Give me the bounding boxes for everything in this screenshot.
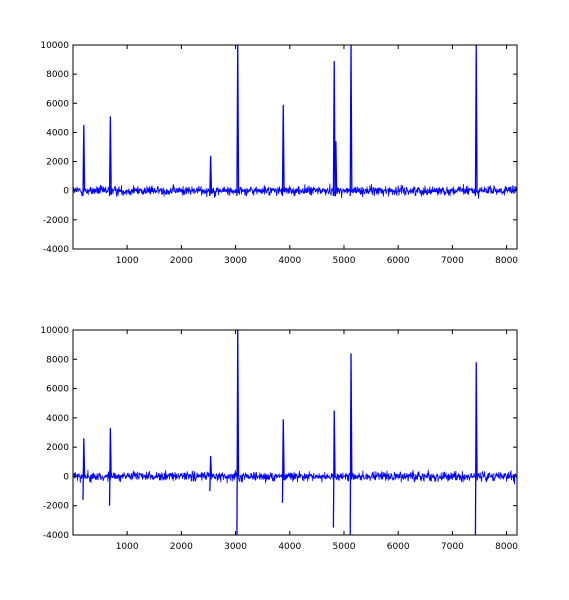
axes-frame: [72, 329, 518, 536]
x-tick-label: 5000: [333, 256, 356, 266]
x-tick-label: 4000: [278, 256, 301, 266]
y-tick-label: 4000: [46, 414, 69, 424]
x-tick-label: 2000: [170, 542, 193, 552]
x-tick-label: 2000: [170, 256, 193, 266]
spike-8: [474, 45, 478, 196]
axes-frame: [72, 44, 518, 250]
spike-2: [209, 155, 213, 196]
spike-4: [281, 104, 285, 196]
y-tick-label: 6000: [46, 99, 69, 109]
spike-1: [108, 116, 112, 196]
spike-7: [474, 362, 478, 535]
x-tick-label: 5000: [333, 542, 356, 552]
spike-5: [332, 61, 336, 196]
spike-5: [332, 410, 336, 528]
y-tick-label: -2000: [43, 216, 69, 226]
y-tick-label: 6000: [46, 385, 69, 395]
spike-6: [349, 353, 353, 535]
signal-line: [73, 468, 517, 485]
x-tick-label: 1000: [116, 256, 139, 266]
y-tick-label: 8000: [46, 355, 69, 365]
spike-1: [108, 428, 112, 506]
x-tick-label: 8000: [495, 256, 518, 266]
y-tick-label: 10000: [40, 326, 69, 336]
y-tick-label: 0: [63, 187, 69, 197]
y-tick-label: 2000: [46, 158, 69, 168]
y-tick-label: -4000: [43, 531, 69, 541]
spike-4: [281, 419, 285, 503]
x-tick-label: 7000: [441, 256, 464, 266]
y-tick-label: -2000: [43, 502, 69, 512]
spike-3: [236, 330, 240, 535]
y-tick-label: 4000: [46, 128, 69, 138]
x-tick-label: 6000: [387, 256, 410, 266]
bottom-plot-panel: 1000 2000 3000 4000 5000 6000 7000 8000 -4000 -20…: [40, 326, 518, 552]
y-tick-label: 8000: [46, 70, 69, 80]
y-tick-label: 10000: [40, 41, 69, 51]
x-tick-label: 8000: [495, 542, 518, 552]
x-tick-label: 6000: [387, 542, 410, 552]
y-tick-label: 2000: [46, 443, 69, 453]
x-tick-label: 3000: [224, 256, 247, 266]
top-plot-panel: 1000 2000 3000 4000 5000 6000 7000 8000 -4000 -20…: [40, 41, 518, 266]
spike-0: [82, 438, 86, 500]
spike-3: [236, 45, 240, 196]
spike-2: [209, 455, 213, 492]
y-tick-label: 0: [63, 472, 69, 482]
spike-7: [349, 45, 353, 196]
y-tick-label: -4000: [43, 245, 69, 255]
spike-6: [334, 141, 338, 196]
signal-line: [73, 183, 517, 199]
x-tick-label: 1000: [116, 542, 139, 552]
x-tick-label: 7000: [441, 542, 464, 552]
x-tick-label: 3000: [224, 542, 247, 552]
x-tick-label: 4000: [278, 542, 301, 552]
spike-0: [82, 125, 86, 196]
